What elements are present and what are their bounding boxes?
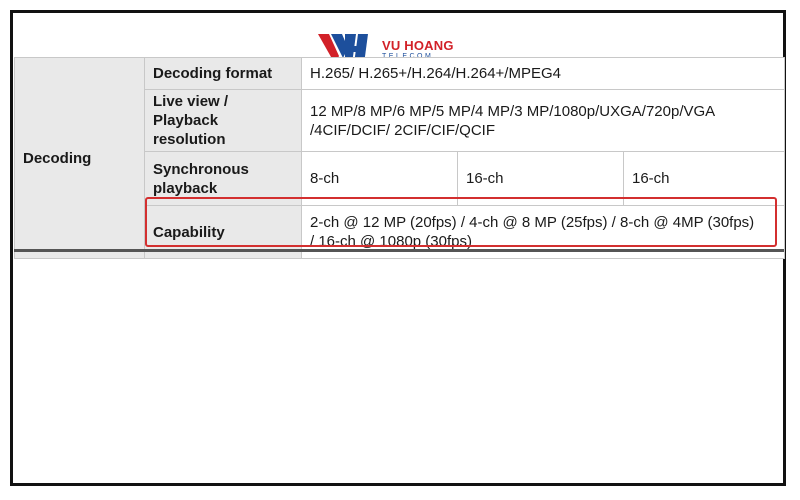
brand-logo: VU HOANG TELECOM [318, 34, 454, 64]
table-row: Synchronous playback 8-ch 16-ch 16-ch [15, 151, 785, 206]
table-row: Decoding Decoding format H.265/ H.265+/H… [14, 57, 785, 259]
row-label-sync-line2: playback [153, 179, 218, 197]
row-value-capability-line1: 2-ch @ 12 MP (20fps) / 4-ch @ 8 MP (25fp… [310, 214, 755, 231]
brand-name: VU HOANG [382, 38, 454, 53]
table-row: Live view / Playback resolution 12 MP/8 … [15, 89, 785, 152]
row-value-decoding-format: H.265/ H.265+/H.264/H.264+/MPEG4 [301, 57, 785, 90]
spec-table: Decoding Decoding format H.265/ H.265+/H… [14, 57, 785, 259]
brand-subtitle: TELECOM [382, 53, 434, 60]
table-bottom-border [14, 249, 784, 252]
row-value-resolution-line2: /4CIF/DCIF/ 2CIF/CIF/QCIF [310, 121, 496, 139]
row-value-resolution-line1: 12 MP/8 MP/6 MP/5 MP/4 MP/3 MP/1080p/UXG… [310, 102, 716, 120]
row-label-sync-line1: Synchronous [153, 160, 249, 178]
row-label-decoding-format: Decoding format [144, 57, 302, 90]
row-value-resolution: 12 MP/8 MP/6 MP/5 MP/4 MP/3 MP/1080p/UXG… [301, 89, 785, 152]
section-heading: Decoding [14, 57, 145, 259]
row-label-resolution-line1: Live view / [153, 93, 229, 110]
row-label-resolution-line2: Playback resolution [153, 112, 226, 148]
row-label-sync-playback: Synchronous playback [144, 151, 302, 206]
sync-value-3: 16-ch [623, 151, 785, 206]
sync-value-1: 8-ch [301, 151, 458, 206]
vh-logo-icon [318, 34, 368, 64]
row-label-resolution: Live view / Playback resolution [144, 89, 302, 152]
sync-value-2: 16-ch [457, 151, 624, 206]
